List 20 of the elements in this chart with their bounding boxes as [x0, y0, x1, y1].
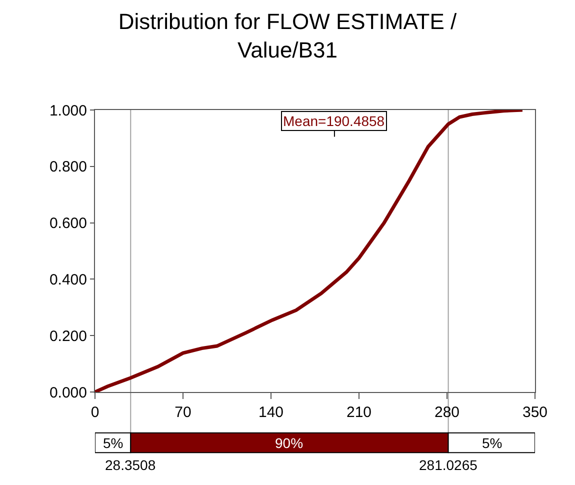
x-tick-label: 0 — [90, 404, 100, 421]
x-tick-label: 350 — [522, 404, 548, 421]
y-tick-label: 0.600 — [49, 215, 87, 232]
y-tick-label: 0.200 — [49, 328, 87, 345]
ref-line-label: 28.3508 — [105, 457, 156, 473]
x-tick-label: 70 — [174, 404, 192, 421]
ref-line-label: 281.0265 — [419, 457, 478, 473]
chart-title: Distribution for FLOW ESTIMATE / Value/B31 — [118, 9, 458, 63]
x-tick-label: 280 — [434, 404, 460, 421]
text: 5% — [482, 435, 502, 451]
text: 5% — [103, 435, 124, 451]
y-tick-label: 0.000 — [49, 384, 87, 402]
y-tick-label: 0.800 — [49, 158, 87, 176]
line-series — [95, 110, 524, 392]
x-tick-label: 210 — [346, 404, 372, 421]
text: 90% — [275, 435, 304, 451]
ref-line-label: Mean=190.4858 — [283, 113, 385, 129]
y-tick-label: 1.000 — [49, 102, 87, 120]
x-tick-label: 140 — [258, 404, 284, 421]
y-tick-label: 0.400 — [49, 271, 87, 288]
